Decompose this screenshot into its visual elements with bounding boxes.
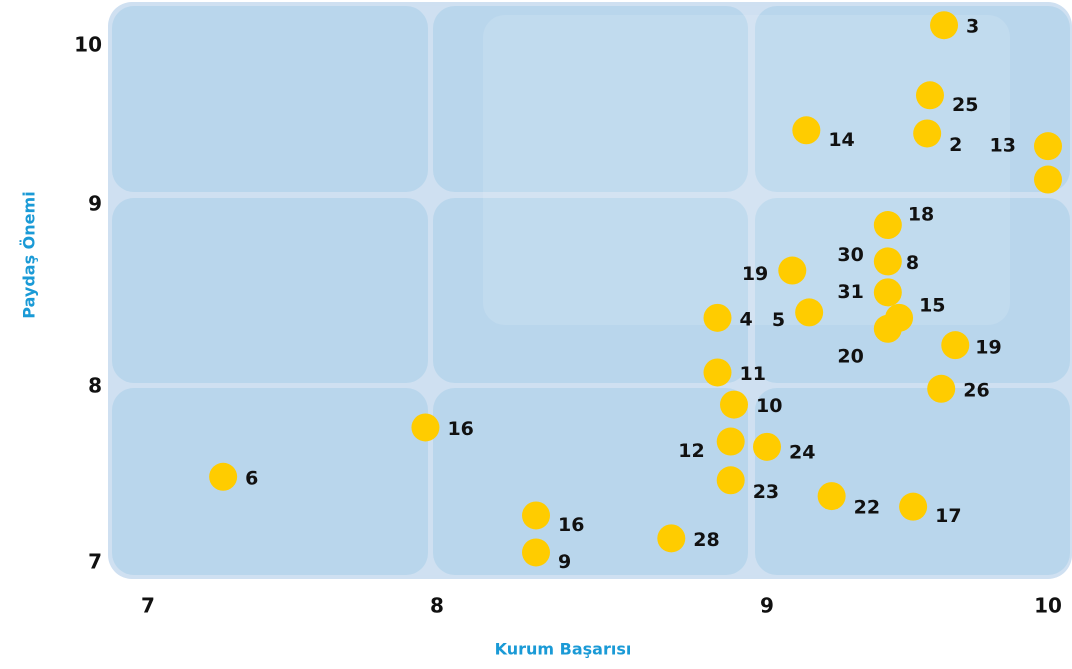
- point-label: 24: [789, 441, 815, 463]
- point-label: 26: [963, 379, 989, 401]
- y-tick-label: 7: [88, 550, 102, 574]
- point: [778, 256, 807, 285]
- x-tick-label: 7: [141, 594, 155, 618]
- point: [411, 413, 440, 442]
- point: [1034, 165, 1062, 194]
- point-label: 23: [753, 481, 779, 503]
- point: [792, 116, 821, 145]
- point: [873, 211, 902, 240]
- point-label: 18: [908, 204, 934, 226]
- point-label: 19: [975, 337, 1001, 359]
- point-label: 16: [558, 514, 584, 536]
- point: [817, 482, 846, 511]
- point-label: 25: [952, 94, 978, 116]
- point: [703, 303, 732, 332]
- point: [873, 278, 902, 307]
- point: [941, 331, 970, 360]
- point: [753, 432, 781, 461]
- point-label: 10: [756, 395, 782, 417]
- point: [927, 374, 956, 403]
- point-label: 20: [837, 345, 863, 367]
- point: [657, 524, 686, 553]
- quadrants: [112, 6, 1070, 575]
- point-label: 9: [558, 551, 571, 573]
- point-label: 5: [772, 309, 785, 331]
- y-tick-label: 10: [74, 33, 102, 57]
- point-label: 4: [740, 308, 753, 330]
- point: [522, 501, 550, 530]
- point: [913, 119, 942, 148]
- point-label: 31: [837, 281, 863, 303]
- x-tick-label: 10: [1034, 594, 1062, 618]
- point-label: 3: [966, 16, 979, 38]
- point-label: 30: [837, 244, 863, 266]
- point-label: 11: [740, 363, 766, 385]
- point: [522, 538, 550, 567]
- point: [703, 358, 732, 387]
- point: [716, 427, 745, 456]
- point: [915, 81, 944, 110]
- point-label: 28: [693, 529, 719, 551]
- point-label: 6: [245, 467, 258, 489]
- point: [873, 247, 902, 276]
- point: [720, 390, 748, 419]
- x-axis-title: Kurum Başarısı: [495, 640, 632, 659]
- point-label: 19: [742, 263, 768, 285]
- point: [1034, 132, 1062, 161]
- point: [209, 462, 238, 491]
- point-label: 2: [949, 134, 962, 156]
- point: [873, 314, 902, 343]
- y-tick-label: 8: [88, 374, 102, 398]
- point-label: 22: [854, 497, 880, 519]
- point-label: 14: [828, 129, 854, 151]
- point-label: 8: [906, 252, 919, 274]
- point: [795, 298, 824, 327]
- y-axis-title: Paydaş Önemi: [20, 191, 39, 318]
- point: [899, 492, 928, 521]
- point-label: 13: [990, 135, 1016, 157]
- point-label: 17: [935, 505, 961, 527]
- x-tick-label: 9: [760, 594, 774, 618]
- point: [930, 11, 959, 40]
- point-label: 16: [447, 418, 473, 440]
- x-tick-label: 8: [430, 594, 444, 618]
- y-tick-label: 9: [88, 192, 102, 216]
- point-label: 15: [919, 294, 945, 316]
- point: [716, 466, 745, 495]
- point-label: 12: [678, 440, 704, 462]
